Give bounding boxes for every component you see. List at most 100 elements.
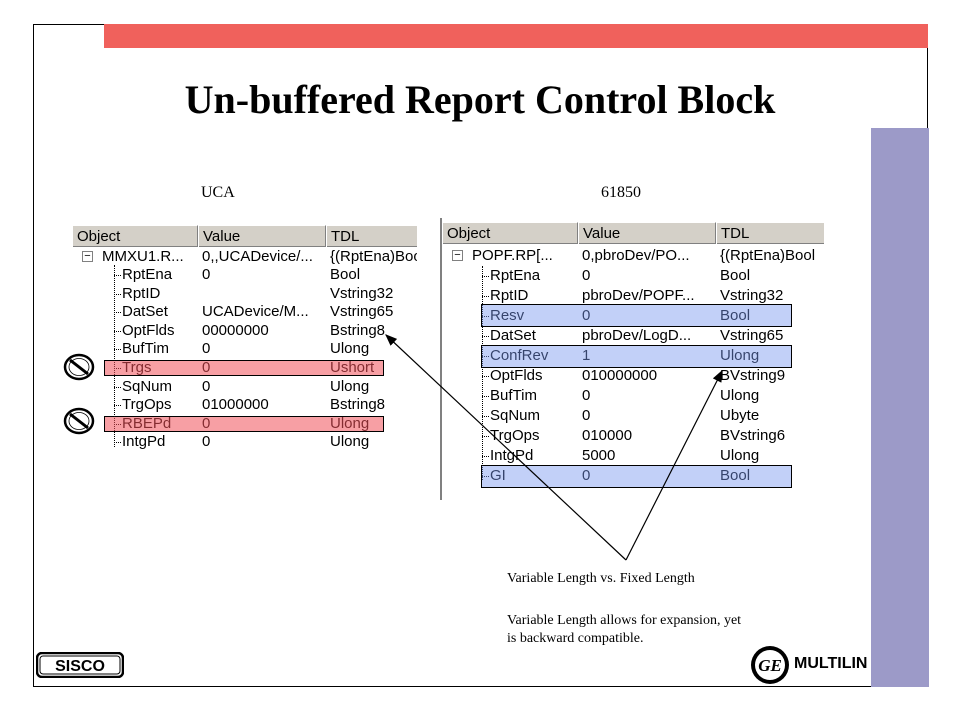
tree-row-intgpd[interactable]: IntgPd 0 Ulong [72,433,417,451]
tree-branch [482,476,489,477]
row-object: BufTim [122,340,169,358]
column-header-tdl[interactable]: TDL [716,222,824,244]
uca-label: UCA [201,184,235,201]
row-tdl: {(RptEna)Boo [330,248,417,265]
row-object: DatSet [122,303,168,321]
row-value: 0 [582,467,591,484]
row-object: RptEna [490,267,541,284]
collapse-icon[interactable]: − [82,251,93,262]
row-value: 0 [582,267,591,284]
tree-branch [482,336,489,337]
tree-connector [482,266,483,480]
tree-row-trgops[interactable]: TrgOps 01000000 Bstring8 [72,396,417,414]
tree-row-confrev[interactable]: ConfRev 1 Ulong [442,347,824,365]
tree-branch [114,312,121,314]
row-tdl: Bstring8 [330,321,386,339]
tree-root-row[interactable]: − MMXU1.R... 0,,UCADevice/... {(RptEna)B… [72,248,417,266]
column-header-value[interactable]: Value [198,225,326,247]
tree-branch [482,356,489,357]
iec61850-object-grid[interactable]: Object Value TDL − POPF.RP[... 0,pbroDev… [440,218,824,500]
row-tdl: Ulong [720,387,760,404]
row-object: GI [490,467,506,484]
tree-connector [114,265,115,447]
multilin-wordmark: MULTILIN [794,655,868,672]
row-tdl: BVstring6 [720,427,786,444]
row-object: ConfRev [490,347,549,364]
row-value: 0 [582,307,591,324]
tree-row-buftim[interactable]: BufTim 0 Ulong [442,387,824,405]
iec61850-label: 61850 [601,184,641,201]
row-tdl: Ubyte [720,407,760,424]
ge-monogram-text: GE [758,656,782,675]
no-entry-icon [63,407,95,435]
row-value: 00000000 [202,321,269,339]
tree-row-sqnum[interactable]: SqNum 0 Ubyte [442,407,824,425]
row-tdl: Vstring65 [330,303,394,321]
tree-row-resv[interactable]: Resv 0 Bool [442,307,824,325]
row-object: RptEna [122,266,173,283]
tree-branch [114,349,121,351]
added-row-highlight-gi [481,465,792,488]
row-object: Resv [490,307,525,324]
row-object: SqNum [122,377,173,395]
row-object: SqNum [490,407,541,424]
tree-branch [482,276,489,277]
column-header-value[interactable]: Value [578,222,716,244]
row-tdl: Vstring32 [720,287,784,304]
row-object: OptFlds [122,321,175,339]
row-tdl: Vstring32 [330,284,394,302]
added-row-highlight-confrev [481,345,792,368]
row-value: 0 [582,407,591,424]
row-object: TrgOps [122,396,172,414]
row-tdl: Vstring65 [720,327,784,344]
column-header-tdl[interactable]: TDL [326,225,417,247]
side-accent-bar [871,128,929,687]
sisco-logo: SISCO [36,652,124,678]
tree-root-row[interactable]: − POPF.RP[... 0,pbroDev/PO... {(RptEna)B… [442,247,824,265]
row-object: IntgPd [122,433,166,451]
tree-row-rptid[interactable]: RptID pbroDev/POPF... Vstring32 [442,287,824,305]
column-header-object[interactable]: Object [442,222,578,244]
tree-row-gi[interactable]: GI 0 Bool [442,467,824,485]
row-object: BufTim [490,387,537,404]
row-tdl: Ulong [330,433,370,451]
row-tdl: BVstring9 [720,367,786,384]
tree-row-intgpd[interactable]: IntgPd 5000 Ulong [442,447,824,465]
row-value: 0,,UCADevice/... [202,248,313,265]
row-object: TrgOps [490,427,540,444]
tree-row-datset[interactable]: DatSet UCADevice/M... Vstring65 [72,303,417,321]
row-value: 1 [582,347,591,364]
row-object: RptID [122,284,161,302]
tree-row-datset[interactable]: DatSet pbroDev/LogD... Vstring65 [442,327,824,345]
row-object: DatSet [490,327,536,344]
row-value: 0 [202,340,211,358]
collapse-icon[interactable]: − [452,250,463,261]
row-value: 010000000 [582,367,658,384]
row-value: pbroDev/LogD... [582,327,692,344]
tree-row-optflds[interactable]: OptFlds 010000000 BVstring9 [442,367,824,385]
tree-row-rptena[interactable]: RptEna 0 Bool [442,267,824,285]
row-tdl: Bool [720,267,751,284]
arrow-to-uca-type [385,334,627,561]
tree-row-sqnum[interactable]: SqNum 0 Ulong [72,378,417,396]
row-tdl: Bool [330,266,361,283]
tree-branch [114,442,121,444]
row-value: 0,pbroDev/PO... [582,247,690,264]
arrow-to-61850-type [625,369,723,561]
row-value: 0 [202,433,211,451]
row-tdl: Ulong [330,377,370,395]
row-value: 5000 [582,447,616,464]
row-object: POPF.RP[... [472,247,553,264]
tree-row-rptid[interactable]: RptID Vstring32 [72,285,417,303]
ge-monogram-icon: GE [751,646,789,684]
grid-header: Object Value TDL [72,225,417,247]
tree-row-buftim[interactable]: BufTim 0 Ulong [72,340,417,358]
tree-row-trgops[interactable]: TrgOps 010000 BVstring6 [442,427,824,445]
added-row-highlight-resv [481,304,792,327]
tree-row-optflds[interactable]: OptFlds 00000000 Bstring8 [72,322,417,340]
column-header-object[interactable]: Object [72,225,198,247]
row-object: OptFlds [490,367,543,384]
sisco-logo-text: SISCO [55,658,105,675]
tree-row-rptena[interactable]: RptEna 0 Bool [72,266,417,284]
